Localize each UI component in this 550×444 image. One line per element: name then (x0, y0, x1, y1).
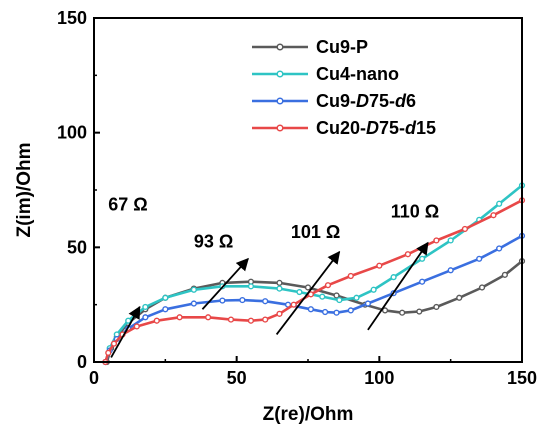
data-point (322, 308, 329, 316)
data-point (162, 294, 169, 301)
tick-layer: 0 50 100 150 0 50 100 150 (57, 8, 537, 388)
y-tick-label: 150 (57, 8, 87, 28)
data-point (190, 286, 197, 293)
legend-marker (276, 70, 284, 78)
annotation-label: 93 Ω (194, 231, 233, 251)
data-point (262, 316, 269, 323)
data-point (433, 303, 440, 311)
data-point (447, 237, 454, 244)
legend-label: Cu9-P (316, 37, 368, 57)
y-axis-title: Z(im)/Ohm (14, 143, 35, 238)
x-tick-label: 100 (364, 368, 394, 388)
data-point (307, 291, 314, 298)
series-2-line (104, 234, 523, 363)
data-point (276, 310, 283, 317)
data-point (153, 317, 160, 324)
data-point (176, 314, 183, 321)
series-layer (102, 182, 526, 366)
data-point (247, 317, 255, 324)
legend-marker (276, 43, 284, 51)
data-point (276, 279, 283, 286)
legend: Cu9-P Cu4-nano Cu9-D75-d6 Cu20-D75-d15 (252, 37, 436, 138)
data-point (133, 323, 140, 330)
data-point (142, 303, 149, 311)
data-point (336, 296, 343, 304)
data-point (142, 314, 149, 321)
data-point (381, 307, 389, 314)
data-point (390, 274, 397, 281)
annotation-arrow (367, 241, 429, 331)
data-point (370, 286, 377, 293)
data-point (347, 307, 354, 314)
legend-label: Cu20-D75-d15 (316, 118, 436, 138)
legend-label: Cu9-D75-d6 (316, 91, 416, 111)
data-point (296, 288, 303, 296)
data-point (290, 301, 297, 308)
data-point (404, 251, 411, 258)
legend-label: Cu4-nano (316, 64, 399, 84)
annotation-arrow (110, 305, 141, 358)
data-point (205, 314, 212, 321)
data-point (478, 284, 486, 291)
data-point (227, 316, 235, 323)
data-point (461, 225, 469, 233)
data-point (239, 296, 246, 304)
data-point (419, 255, 426, 262)
data-point (364, 300, 372, 307)
data-point (190, 300, 197, 307)
data-point (333, 309, 340, 316)
data-point (105, 349, 112, 356)
data-point (447, 267, 454, 274)
annotation-label: 67 Ω (108, 195, 147, 215)
data-point (476, 255, 483, 262)
data-point (307, 306, 314, 313)
data-point (416, 308, 423, 315)
data-point (456, 294, 463, 301)
x-tick-label: 0 (89, 368, 99, 388)
data-point (490, 212, 497, 219)
series-1 (102, 182, 526, 366)
x-axis-title: Z(re)/Ohm (263, 404, 354, 425)
series-0-line (105, 260, 523, 363)
y-tick-label: 0 (77, 352, 87, 372)
data-point (324, 282, 332, 289)
annotation-label: 101 Ω (291, 222, 340, 242)
data-point (353, 294, 360, 301)
data-point (262, 298, 269, 305)
data-point (433, 237, 440, 244)
data-point (219, 297, 226, 304)
series-2 (102, 232, 526, 366)
data-point (304, 284, 312, 291)
y-tick-label: 50 (67, 237, 87, 257)
data-point (376, 262, 383, 269)
data-point (496, 245, 503, 252)
data-point (333, 292, 340, 299)
data-point (276, 285, 283, 292)
data-point (110, 340, 118, 347)
data-point (319, 293, 326, 300)
x-tick-label: 50 (227, 368, 247, 388)
annotation-label: 110 Ω (391, 202, 439, 222)
data-point (419, 278, 426, 285)
annotation-arrow (201, 257, 249, 310)
legend-marker (276, 97, 284, 105)
annotation-layer: 67 Ω 93 Ω 101 Ω 110 Ω (108, 195, 439, 358)
data-point (496, 200, 503, 207)
data-point (247, 283, 255, 290)
series-0 (103, 257, 526, 366)
series-1-line (104, 184, 523, 363)
data-point (501, 271, 508, 278)
y-tick-label: 100 (57, 123, 87, 143)
legend-marker (276, 124, 284, 132)
annotation-arrow (275, 250, 341, 336)
x-tick-label: 150 (507, 368, 537, 388)
data-point (162, 306, 169, 313)
data-point (347, 272, 354, 280)
data-point (399, 309, 406, 316)
